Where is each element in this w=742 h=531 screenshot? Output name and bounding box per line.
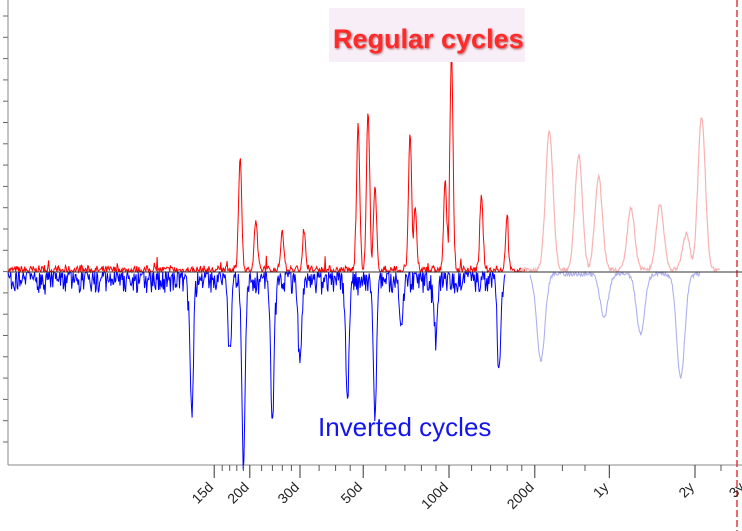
regular-cycles-series xyxy=(7,50,526,274)
x-tick-label: 15d xyxy=(188,479,216,507)
regular-cycles-title: Regular cycles xyxy=(333,24,524,54)
x-tick-label: 100d xyxy=(418,479,451,512)
x-tick-label: 20d xyxy=(224,479,252,507)
x-axis-ticks: 15d20d30d50d100d200d1y2y3y5y10y19 y xyxy=(188,465,742,512)
title-highlight xyxy=(329,8,525,62)
regular-cycles-series-faded xyxy=(519,117,720,274)
inverted-cycles-label: Inverted cycles xyxy=(318,412,492,442)
x-tick-label: 3y xyxy=(726,479,742,501)
y-axis-ticks xyxy=(3,15,8,443)
x-tick-label: 30d xyxy=(274,479,302,507)
x-tick-label: 2y xyxy=(675,479,697,501)
x-tick-label: 1y xyxy=(590,479,612,501)
x-tick-label: 50d xyxy=(337,479,365,507)
series-layer xyxy=(7,50,720,470)
inverted-cycles-series xyxy=(7,270,506,470)
x-tick-label: 200d xyxy=(504,479,537,512)
inverted-cycles-series-faded xyxy=(529,270,701,379)
